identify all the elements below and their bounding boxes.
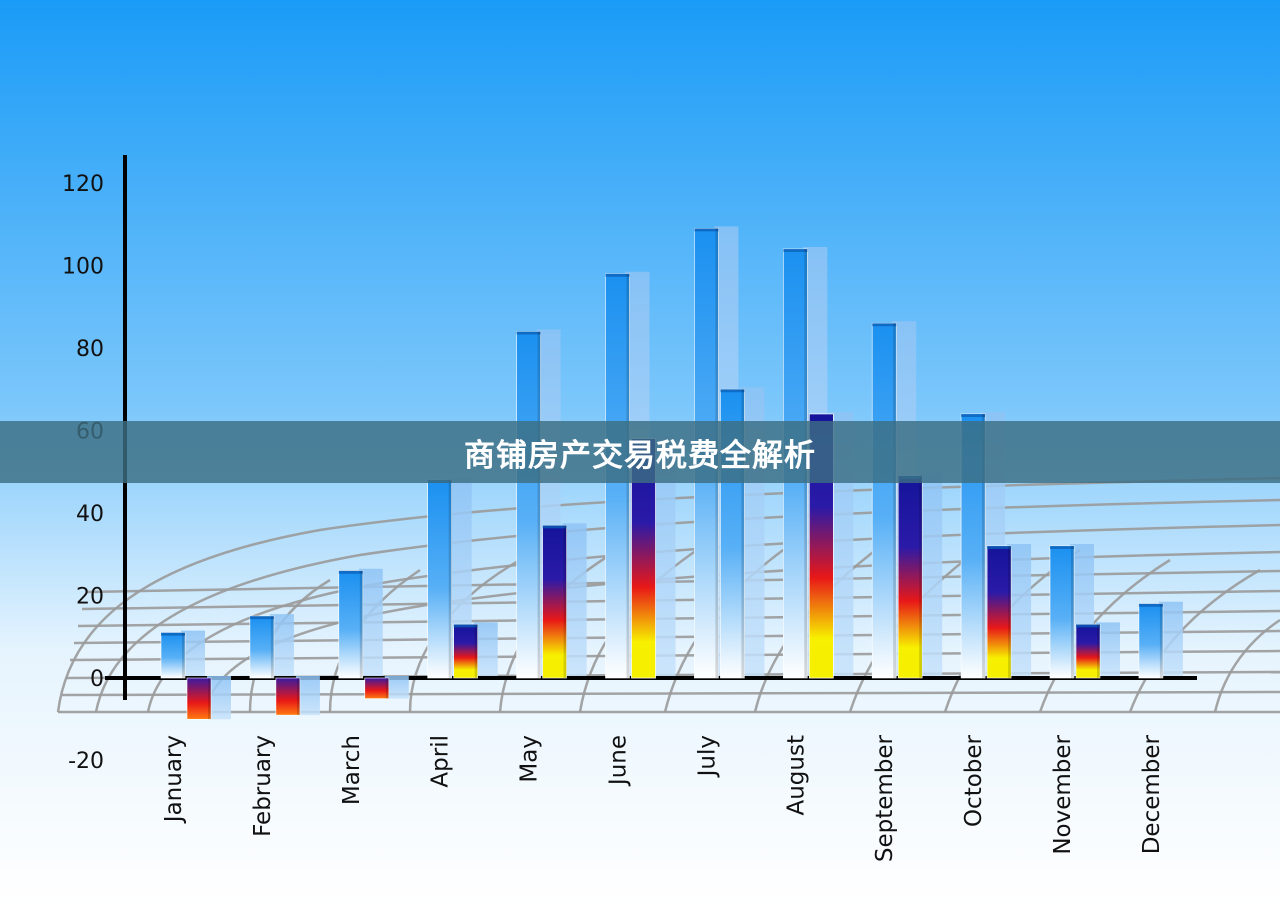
bar-series1-cap xyxy=(1138,603,1163,607)
bar-series2 xyxy=(986,545,1012,679)
y-tick-label: -20 xyxy=(68,749,104,774)
bar-series1 xyxy=(249,615,275,679)
bar-series2 xyxy=(453,624,479,679)
y-tick-label: 40 xyxy=(76,502,104,527)
bar-series2 xyxy=(542,525,567,679)
bar-series1-cap xyxy=(605,273,630,277)
banner-title: 商铺房产交易税费全解析 xyxy=(464,437,816,474)
bar-series1-cap xyxy=(694,228,719,232)
bar-series1 xyxy=(160,632,186,679)
bar-series1-edge xyxy=(1159,603,1163,678)
bar-series1-cap xyxy=(161,632,185,636)
x-tick-label: December xyxy=(1139,734,1165,854)
y-tick-label: 100 xyxy=(62,255,104,280)
bar-series1-edge xyxy=(537,331,541,678)
bar-series1-cap xyxy=(872,323,897,327)
x-tick-label: March xyxy=(339,735,365,805)
bar-series1-cap xyxy=(783,249,808,252)
bar-series1-cap xyxy=(1050,546,1074,549)
bar-series2-edge xyxy=(1008,546,1012,678)
bar-series2-cap xyxy=(1076,624,1100,628)
y-tick-label: 0 xyxy=(90,667,104,692)
bar-series2 xyxy=(897,475,923,679)
x-tick-label: November xyxy=(1050,734,1076,854)
y-tick-label: 80 xyxy=(76,337,104,362)
bar-series1-cap xyxy=(249,616,274,620)
x-tick-label: July xyxy=(694,735,720,778)
x-tick-label: August xyxy=(783,735,809,816)
bar-series1-cap xyxy=(338,570,363,574)
bar-series1-edge xyxy=(182,632,185,678)
bar-series1 xyxy=(338,570,364,679)
bar-series2-cap xyxy=(720,389,745,393)
bar-series2-edge xyxy=(385,678,389,699)
bar-series2-edge xyxy=(563,525,567,678)
bar-series2-edge xyxy=(919,475,923,678)
bar-series2 xyxy=(1075,624,1101,679)
bar-series2-shadow xyxy=(384,676,409,699)
x-tick-label: June xyxy=(606,735,632,787)
bar-series2 xyxy=(275,677,301,716)
bar-series1-edge xyxy=(1071,546,1074,678)
bar-series1 xyxy=(427,479,453,679)
bar-series1-edge xyxy=(893,323,897,678)
x-tick-label: April xyxy=(428,735,454,788)
bar-series2-edge xyxy=(1097,624,1100,678)
bar-series2-edge xyxy=(741,389,745,678)
bar-series1-cap xyxy=(961,414,986,417)
bar-series1-edge xyxy=(982,414,986,678)
bar-series1 xyxy=(871,322,897,679)
x-tick-label: May xyxy=(517,735,543,783)
bar-series2 xyxy=(364,677,390,699)
labels: -20020406080100120JanuaryFebruaryMarchAp… xyxy=(62,172,1165,862)
bar-series1 xyxy=(516,331,541,679)
bar-series1 xyxy=(1138,603,1164,679)
x-tick-label: October xyxy=(961,734,987,827)
x-tick-label: September xyxy=(872,734,898,862)
title-banner: 商铺房产交易税费全解析 xyxy=(0,421,1280,483)
bar-series2-cap xyxy=(453,624,478,628)
y-tick-label: 20 xyxy=(76,585,104,610)
x-tick-label: January xyxy=(161,735,187,824)
bar-series2-edge xyxy=(296,678,300,716)
bar-series2 xyxy=(186,677,212,720)
y-tick-label: 120 xyxy=(62,172,104,197)
bar-series1-edge xyxy=(448,480,452,678)
bar-series1-cap xyxy=(516,331,541,335)
bar-series2-edge xyxy=(474,624,478,678)
bar-series1 xyxy=(1049,545,1075,679)
bar-series2-edge xyxy=(208,678,211,720)
bar-series1-edge xyxy=(359,570,363,678)
x-tick-label: February xyxy=(250,735,276,837)
bar-series2-cap xyxy=(542,525,567,529)
bar-series2-cap xyxy=(987,546,1012,549)
bar-series1-edge xyxy=(270,616,274,678)
